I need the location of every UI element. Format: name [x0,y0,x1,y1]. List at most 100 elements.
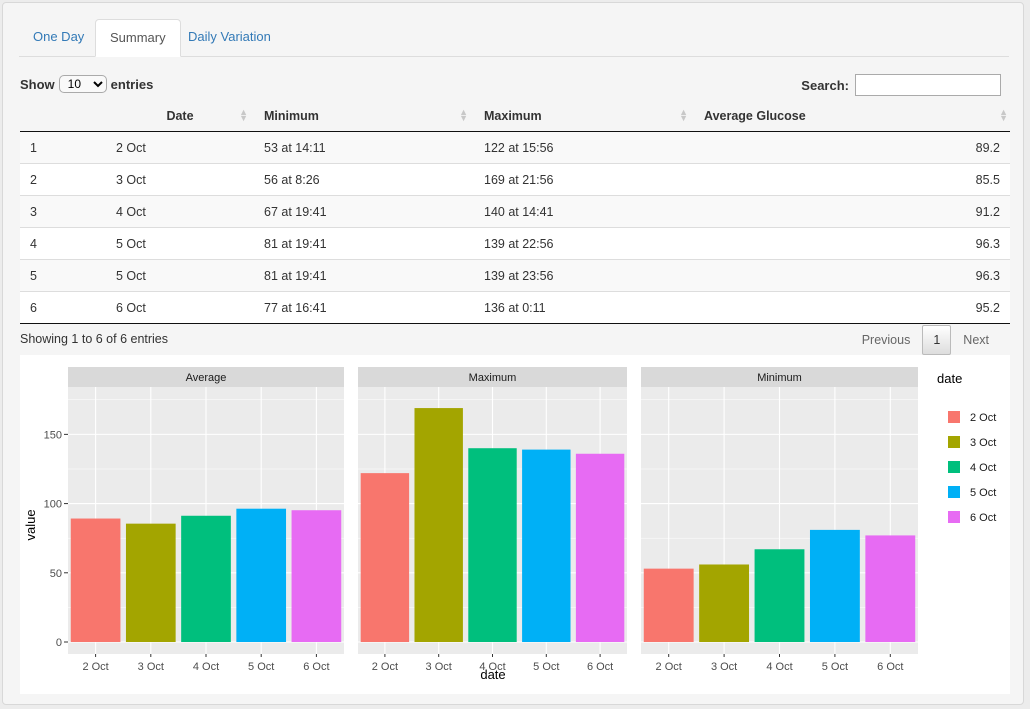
table-row: 3 4 Oct 67 at 19:41 140 at 14:41 91.2 [20,195,1010,228]
cell-average: 96.3 [694,259,1010,292]
cell-maximum: 122 at 15:56 [474,131,694,164]
facet-label: Minimum [757,372,802,384]
cell-index: 5 [20,259,106,292]
cell-maximum: 136 at 0:11 [474,291,694,324]
tab-one-day[interactable]: One Day [33,29,85,44]
cell-index: 4 [20,227,106,260]
sort-icon: ▲ ▼ [459,107,468,123]
page-button-current[interactable]: 1 [922,325,952,355]
legend-swatch [948,486,960,498]
cell-date: 5 Oct [106,259,254,292]
tab-bar: One Day Summary Daily Variation [19,19,1009,57]
legend-label: 5 Oct [970,487,996,499]
column-header-date[interactable]: Date ▲ ▼ [106,100,254,132]
bar [360,473,410,642]
bar [468,448,517,642]
y-tick-label: 100 [44,499,62,511]
cell-minimum: 56 at 8:26 [254,163,474,196]
sort-icon: ▲ ▼ [239,107,248,123]
x-tick-label: 2 Oct [372,661,398,673]
legend-label: 2 Oct [970,412,996,424]
legend-swatch [948,436,960,448]
column-header-minimum[interactable]: Minimum ▲ ▼ [254,100,474,132]
bar [699,564,750,642]
cell-average: 85.5 [694,163,1010,196]
y-axis-title: value [23,509,38,540]
facet-strip [358,367,627,387]
cell-index: 1 [20,131,106,164]
x-tick-label: 3 Oct [711,661,737,673]
facet-label: Average [186,372,227,384]
table-row: 2 3 Oct 56 at 8:26 169 at 21:56 85.5 [20,163,1010,196]
cell-average: 95.2 [694,291,1010,324]
column-header-average-glucose[interactable]: Average Glucose ▲ ▼ [694,100,1010,132]
cell-date: 6 Oct [106,291,254,324]
search-control: Search: [801,74,1001,96]
x-tick-label: 3 Oct [426,661,452,673]
legend-swatch [948,511,960,523]
x-tick-label: 3 Oct [138,661,164,673]
cell-minimum: 67 at 19:41 [254,195,474,228]
y-tick-label: 0 [56,637,62,649]
table-row: 6 6 Oct 77 at 16:41 136 at 0:11 95.2 [20,291,1010,324]
column-header-index [20,100,106,132]
bar [754,549,805,642]
entries-label: entries [110,76,154,92]
next-button[interactable]: Next [963,333,989,347]
x-tick-label: 6 Oct [587,661,613,673]
y-tick-label: 150 [44,429,62,441]
table-row: 1 2 Oct 53 at 14:11 122 at 15:56 89.2 [20,131,1010,164]
entries-select[interactable]: 10 [58,75,107,93]
bar [522,449,571,642]
x-tick-label: 4 Oct [193,661,219,673]
previous-button[interactable]: Previous [861,333,911,347]
table-header-row: Date ▲ ▼ Minimum ▲ ▼ Maximum ▲ ▼ Average Gluco… [20,100,1010,132]
cell-minimum: 53 at 14:11 [254,131,474,164]
x-tick-label: 5 Oct [248,661,274,673]
bar [865,535,916,642]
x-tick-label: 6 Oct [877,661,903,673]
y-tick-label: 50 [50,568,62,580]
bar [236,508,287,642]
bar [70,518,121,642]
x-tick-label: 4 Oct [766,661,792,673]
tab-summary[interactable]: Summary [95,19,181,57]
column-header-maximum[interactable]: Maximum ▲ ▼ [474,100,694,132]
x-tick-label: 5 Oct [533,661,559,673]
faceted-bar-chart: Average 2 Oct 3 Oct 4 Oct 5 Oct 6 Oct Maximum 2… [23,367,996,682]
cell-maximum: 169 at 21:56 [474,163,694,196]
summary-chart: Average 2 Oct 3 Oct 4 Oct 5 Oct 6 Oct Maximum 2… [20,355,1010,694]
cell-date: 4 Oct [106,195,254,228]
sort-icon: ▲ ▼ [999,107,1008,123]
bar [125,523,176,642]
cell-index: 2 [20,163,106,196]
cell-minimum: 81 at 19:41 [254,227,474,260]
bar [575,453,625,642]
facet-label: Maximum [469,372,517,384]
facet-strip [641,367,918,387]
tab-daily-variation[interactable]: Daily Variation [188,29,271,44]
legend-label: 3 Oct [970,437,996,449]
x-tick-label: 4 Oct [479,661,505,673]
x-axis-title: date [480,667,505,682]
x-tick-label: 2 Oct [82,661,108,673]
cell-index: 3 [20,195,106,228]
cell-minimum: 81 at 19:41 [254,259,474,292]
cell-average: 89.2 [694,131,1010,164]
legend-swatch [948,411,960,423]
bar [809,529,860,642]
sort-icon: ▲ ▼ [679,107,688,123]
cell-maximum: 139 at 23:56 [474,259,694,292]
search-input[interactable] [855,74,1001,96]
bar [414,408,463,642]
table-row: 4 5 Oct 81 at 19:41 139 at 22:56 96.3 [20,227,1010,260]
legend-swatch [948,461,960,473]
bar [643,568,694,642]
x-tick-label: 5 Oct [822,661,848,673]
legend-label: 6 Oct [970,512,996,524]
search-label: Search: [801,77,849,93]
bar [291,510,342,642]
legend-label: 4 Oct [970,462,996,474]
bar [181,515,231,642]
